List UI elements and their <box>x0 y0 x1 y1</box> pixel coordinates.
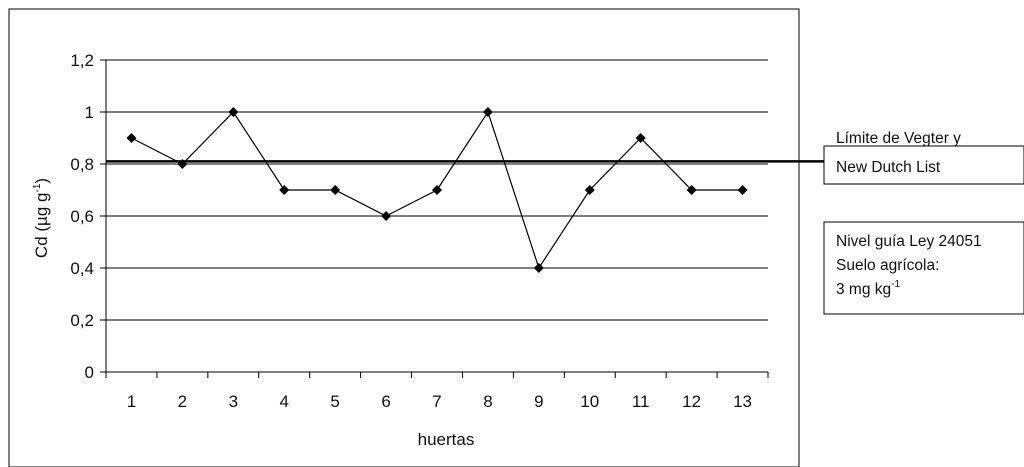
data-point <box>228 107 239 117</box>
x-tick-label: 11 <box>632 392 650 411</box>
data-point <box>381 211 392 221</box>
series-layer <box>126 107 748 273</box>
x-tick-label: 10 <box>580 392 599 411</box>
x-tick-label: 6 <box>381 392 390 411</box>
y-tick-labels: 0 0,2 0,4 0,6 0,8 1 1,2 <box>70 51 94 382</box>
data-point <box>686 185 697 195</box>
chart-frame <box>8 8 800 467</box>
y-axis-title-text: Cd (µg g <box>32 193 51 259</box>
ley-line-3: 3 mg kg-1 <box>836 279 900 298</box>
y-tick-label: 0,4 <box>70 259 94 278</box>
data-point <box>482 107 493 117</box>
y-axis-title-close: ) <box>32 178 51 184</box>
data-point <box>126 133 137 143</box>
data-point <box>737 185 748 195</box>
x-tick-label: 5 <box>330 392 339 411</box>
vegter-line-2: New Dutch List <box>836 159 941 176</box>
ley-line-1: Nivel guía Ley 24051 <box>836 233 982 250</box>
y-tick-label: 0 <box>85 363 94 382</box>
x-tick-labels: 1 2 3 4 5 6 7 8 9 10 11 12 13 <box>127 392 752 411</box>
data-point <box>177 159 188 169</box>
y-tick-label: 0,8 <box>70 155 94 174</box>
y-axis-title: Cd (µg g-1) <box>32 178 51 258</box>
data-point <box>432 185 442 195</box>
y-tick-label: 0,2 <box>70 311 94 330</box>
x-tick-label: 1 <box>127 392 136 411</box>
x-tick-label: 4 <box>279 392 288 411</box>
ley-annotation-box <box>823 221 1024 315</box>
y-tick-label: 1,2 <box>70 51 94 70</box>
x-tick-label: 3 <box>229 392 238 411</box>
x-tick-label: 9 <box>534 392 543 411</box>
y-tick-label: 1 <box>85 103 94 122</box>
x-tick-label: 8 <box>483 392 492 411</box>
x-tick-label: 7 <box>432 392 441 411</box>
y-axis-title-superscript: -1 <box>32 183 43 192</box>
x-axis-title: huertas <box>418 430 475 449</box>
ley-line-2: Suelo agrícola: <box>836 257 939 274</box>
y-tick-label: 0,6 <box>70 207 94 226</box>
data-point <box>330 185 341 195</box>
ley-line-3-text: 3 mg kg <box>836 281 891 298</box>
data-point <box>279 185 290 195</box>
vegter-line-1: Límite de Vegter y <box>836 130 961 147</box>
x-tick-label: 2 <box>178 392 187 411</box>
data-point <box>533 263 544 273</box>
x-tick-label: 13 <box>733 392 752 411</box>
grid <box>106 59 768 321</box>
x-tick-label: 12 <box>682 392 701 411</box>
axes <box>100 59 769 378</box>
vegter-annotation-box <box>823 145 1024 185</box>
ley-line-3-superscript: -1 <box>891 279 900 290</box>
data-point <box>584 185 595 195</box>
data-point <box>635 133 646 143</box>
